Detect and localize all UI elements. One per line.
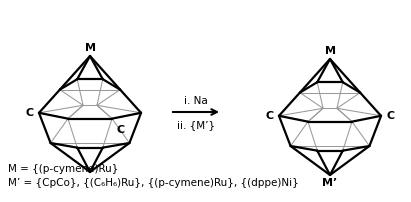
Text: M: M bbox=[325, 46, 335, 56]
Text: M: M bbox=[85, 43, 95, 53]
Text: C: C bbox=[26, 108, 34, 118]
Text: M’: M’ bbox=[322, 178, 337, 188]
Text: ii. {M’}: ii. {M’} bbox=[177, 120, 215, 130]
Text: C: C bbox=[266, 111, 274, 121]
Text: C: C bbox=[386, 111, 394, 121]
Text: i. Na: i. Na bbox=[184, 96, 208, 106]
Text: C: C bbox=[116, 125, 124, 135]
Text: M’ = {CpCo}, {(C₆H₆)Ru}, {(p-cymene)Ru}, {(dppe)Ni}: M’ = {CpCo}, {(C₆H₆)Ru}, {(p-cymene)Ru},… bbox=[8, 178, 299, 188]
Text: M = {(p-cymene)Ru}: M = {(p-cymene)Ru} bbox=[8, 164, 118, 174]
